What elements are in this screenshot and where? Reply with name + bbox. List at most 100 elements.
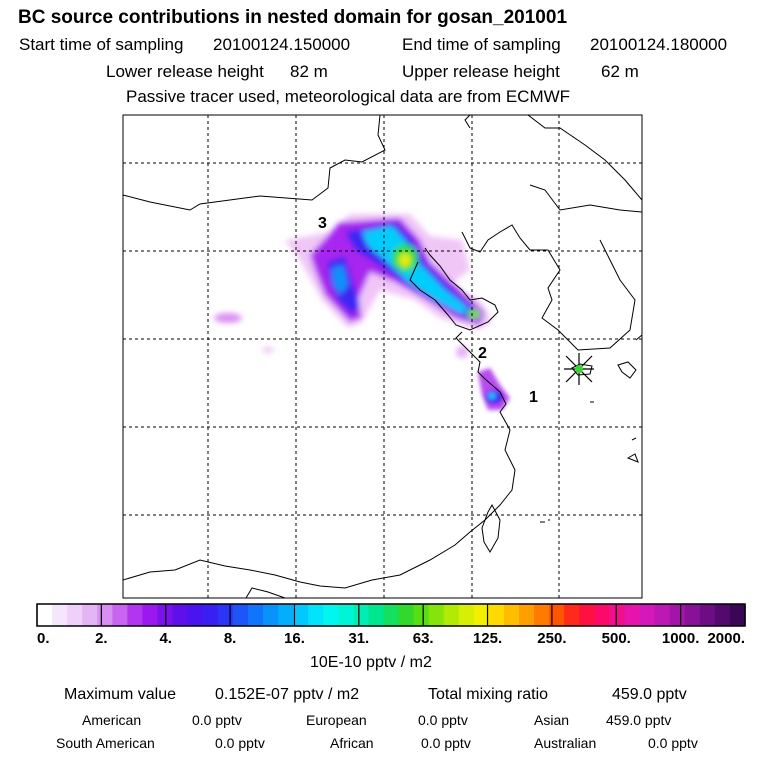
colorbar-tick-label: 0. [37, 630, 50, 647]
colorbar-tick-label: 4. [159, 630, 172, 647]
colorbar-tick-label: 1000. [662, 630, 700, 647]
colorbar-cell [37, 604, 53, 626]
colorbar-cell [699, 604, 716, 626]
colorbar-cell [519, 604, 535, 626]
colorbar-cell [594, 604, 611, 626]
island-coastline [626, 437, 639, 463]
cluster-label-2: 2 [478, 345, 487, 362]
colorbar-tick-label: 2000. [707, 630, 745, 647]
colorbar-cell [217, 604, 234, 626]
colorbar-cell [308, 604, 324, 626]
colorbar-cell [714, 604, 731, 626]
colorbar-cell [232, 604, 249, 626]
colorbar-cell [564, 604, 580, 626]
colorbar-tick-label: 500. [602, 630, 631, 647]
region-value: 0.0 pptv [215, 735, 265, 751]
region-name: European [306, 712, 367, 728]
taiwan-coastline [481, 503, 501, 553]
border-line [464, 115, 471, 129]
total-mixing-value: 459.0 pptv [612, 686, 687, 703]
coastline [299, 331, 516, 589]
colorbar-cell [278, 604, 294, 626]
region-name: South American [56, 735, 155, 751]
plume-blob [456, 346, 468, 358]
start-time-value: 20100124.150000 [213, 35, 351, 54]
colorbar-cell [729, 604, 746, 626]
colorbar-cell [142, 604, 159, 626]
colorbar-cell [624, 604, 641, 626]
colorbar-cell [443, 604, 460, 626]
cluster-label-1: 1 [529, 389, 538, 406]
colorbar-cell [639, 604, 656, 626]
region-name: American [82, 712, 142, 728]
coastlines [123, 115, 642, 598]
total-mixing-label: Total mixing ratio [428, 686, 549, 703]
colorbar-cell [458, 604, 475, 626]
colorbar-cell [293, 604, 309, 626]
coastline [461, 224, 636, 351]
coastline [635, 334, 642, 341]
colorbar-cell [549, 604, 565, 626]
map-frame [122, 114, 643, 599]
region-value: 0.0 pptv [648, 735, 698, 751]
colorbar-ticks: 0. 2. 4. 8. 16. 31. 63. 125. 250. 500. 1000. 2000. [36, 603, 746, 647]
colorbar-cell [82, 604, 98, 626]
plume-yellow-peak [399, 253, 411, 267]
region-value: 0.0 pptv [192, 712, 242, 728]
region-value: 459.0 pptv [606, 712, 672, 728]
colorbar-units: 10E-10 pptv / m2 [310, 654, 432, 671]
colorbar-tick-label: 16. [284, 630, 305, 647]
tracer-note: Passive tracer used, meteorological data… [126, 87, 571, 106]
colorbar-tick-label: 2. [95, 630, 108, 647]
coastline [245, 587, 286, 598]
colorbar-cell [669, 604, 686, 626]
colorbar-cell [172, 604, 189, 626]
colorbar-cell [112, 604, 128, 626]
region-value: 0.0 pptv [418, 712, 468, 728]
colorbar-cell [609, 604, 626, 626]
region-name: African [330, 735, 374, 751]
colorbar-cell [488, 604, 505, 626]
colorbar-tick-label: 125. [473, 630, 502, 647]
chart-title: BC source contributions in nested domain… [18, 7, 568, 28]
plume-blob [214, 313, 242, 323]
grid-lines [123, 115, 642, 598]
border-line [527, 115, 642, 201]
colorbar-cell [579, 604, 595, 626]
border-line [529, 184, 642, 213]
colorbar-tick-label: 8. [224, 630, 237, 647]
cluster-label-3: 3 [318, 215, 327, 232]
plume-blob [262, 347, 274, 353]
colorbar-cell [202, 604, 219, 626]
lower-height-value: 82 m [290, 62, 328, 81]
colorbar-tick-label: 31. [348, 630, 369, 647]
colorbar-cell [187, 604, 204, 626]
start-time-label: Start time of sampling [19, 35, 184, 54]
colorbar-cell [353, 604, 369, 626]
colorbar-cell [247, 604, 264, 626]
receptor-star-icon [564, 353, 594, 385]
concentration-field [214, 214, 510, 410]
max-value-label: Maximum value [64, 686, 177, 703]
coastline [409, 247, 499, 331]
colorbar-cell [127, 604, 144, 626]
colorbar-tick-label: 250. [537, 630, 566, 647]
plume-cluster-1 [488, 393, 496, 399]
colorbar-frame [36, 603, 746, 627]
lower-height-label: Lower release height [106, 62, 264, 81]
colorbar-cell [67, 604, 83, 626]
colorbar [37, 604, 746, 626]
plume-green-core [467, 309, 481, 319]
colorbar-cell [684, 604, 701, 626]
kyushu-coastline [617, 361, 637, 379]
upper-height-label: Upper release height [402, 62, 560, 81]
plume-cyan-core [362, 226, 468, 314]
colorbar-cell [654, 604, 671, 626]
colorbar-cell [262, 604, 279, 626]
colorbar-cell [413, 604, 430, 626]
border-line [123, 115, 386, 211]
end-time-label: End time of sampling [402, 35, 561, 54]
colorbar-cell [534, 604, 550, 626]
colorbar-tick-label: 63. [413, 630, 434, 647]
